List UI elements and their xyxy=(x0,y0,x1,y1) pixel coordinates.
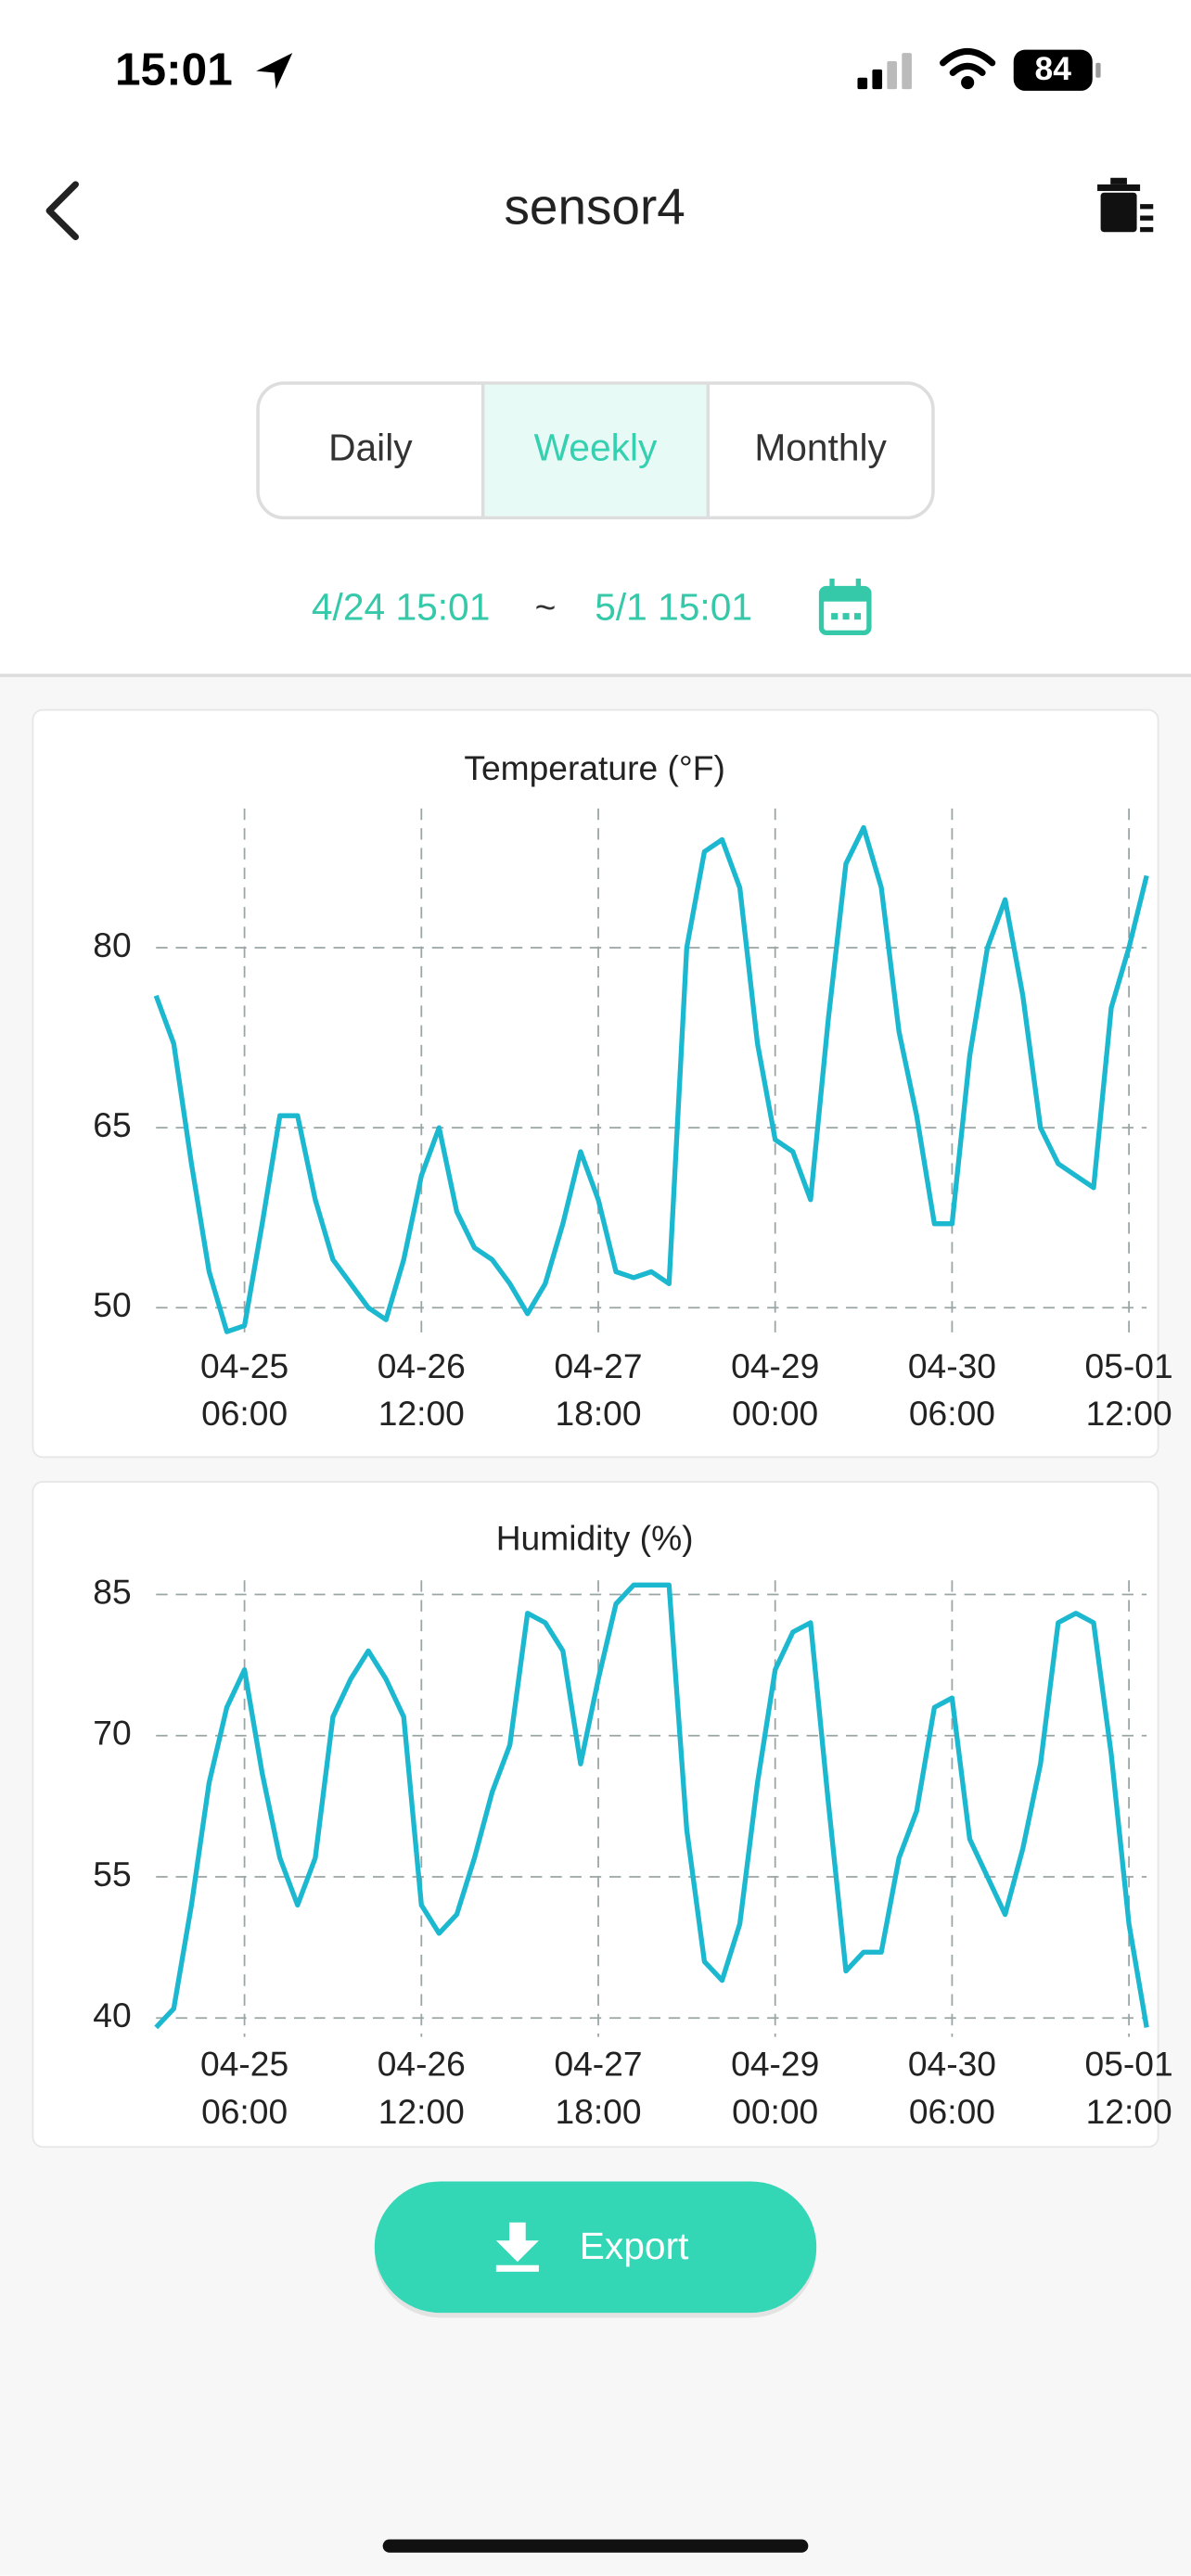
chart-card xyxy=(32,708,1159,1459)
date-separator: ~ xyxy=(535,588,557,628)
wifi-icon xyxy=(940,48,996,90)
x-tick-label: 04-29 00:00 xyxy=(731,1346,819,1433)
y-tick-label: 70 xyxy=(93,1714,131,1753)
tab[interactable]: Monthly xyxy=(754,427,887,469)
data-line xyxy=(154,1582,1149,2030)
x-tick-label: 04-26 12:00 xyxy=(378,2044,466,2130)
battery-cap xyxy=(1095,62,1101,78)
header-title: sensor4 xyxy=(504,178,685,236)
tab-group: Daily Weekly Monthly xyxy=(256,381,935,520)
chart-card xyxy=(32,1481,1159,2149)
tab-selected-bg xyxy=(482,384,709,516)
x-tick-label: 04-30 06:00 xyxy=(908,2044,996,2130)
y-tick-label: 40 xyxy=(93,1996,131,2034)
export-label: Export xyxy=(580,2225,689,2267)
y-tick-label: 85 xyxy=(93,1572,131,1611)
tab[interactable]: Weekly xyxy=(534,427,658,469)
x-tick-label: 04-25 06:00 xyxy=(200,2044,288,2130)
data-line xyxy=(153,824,1149,1334)
chart-title: Humidity (%) xyxy=(496,1519,694,1558)
export-button[interactable] xyxy=(374,2181,817,2314)
y-tick-label: 65 xyxy=(93,1105,131,1144)
top-panel xyxy=(0,0,1191,676)
download-icon xyxy=(495,2222,539,2272)
x-tick-label: 04-27 18:00 xyxy=(554,2044,642,2130)
x-tick-label: 04-29 00:00 xyxy=(731,2044,819,2130)
tab[interactable]: Daily xyxy=(328,427,413,469)
signal-icon xyxy=(857,53,912,90)
home-indicator xyxy=(382,2539,809,2553)
x-tick-label: 05-01 12:00 xyxy=(1085,2044,1173,2130)
x-tick-label: 04-27 18:00 xyxy=(554,1346,642,1433)
y-tick-label: 50 xyxy=(93,1285,131,1324)
location-icon xyxy=(256,53,293,90)
delete-button[interactable] xyxy=(1097,177,1154,233)
y-tick-label: 55 xyxy=(93,1855,131,1894)
battery-level: 84 xyxy=(1035,50,1072,87)
back-button[interactable] xyxy=(45,181,80,241)
x-tick-label: 05-01 12:00 xyxy=(1085,1346,1173,1433)
x-tick-label: 04-30 06:00 xyxy=(908,1346,996,1433)
y-tick-label: 80 xyxy=(93,925,131,964)
calendar-button[interactable] xyxy=(818,578,872,636)
battery-icon xyxy=(1013,49,1093,91)
x-tick-label: 04-26 12:00 xyxy=(378,1346,466,1433)
date-start[interactable]: 4/24 15:01 xyxy=(312,585,490,628)
status-time: 15:01 xyxy=(115,44,233,96)
chart-title: Temperature (°F) xyxy=(464,748,724,787)
date-end[interactable]: 5/1 15:01 xyxy=(595,585,752,628)
charts: Temperature (°F) 50 65 80 04-25 06:00 04-26 12:… xyxy=(93,748,1172,2131)
x-tick-label: 04-25 06:00 xyxy=(200,1346,288,1433)
